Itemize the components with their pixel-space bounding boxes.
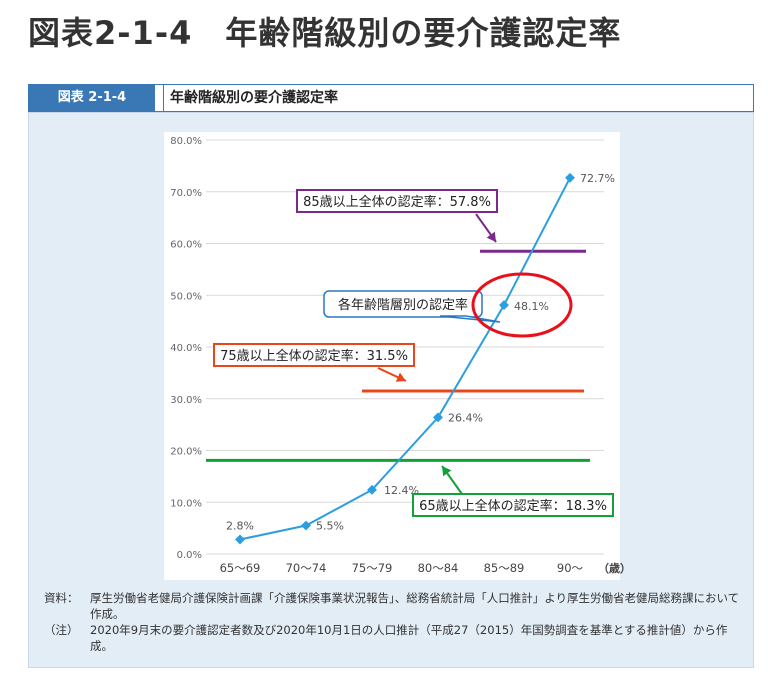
x-axis-unit: （歳） [598,561,631,575]
data-label-3: 26.4% [448,411,483,424]
series-line [239,177,571,541]
y-tick-label-1: 10.0% [170,498,202,509]
data-point-3 [433,412,443,423]
data-label-1: 5.5% [316,520,344,533]
y-tick-label-3: 30.0% [170,395,202,406]
y-tick-label-7: 70.0% [170,188,202,199]
y-tick-label-0: 0.0% [177,550,202,561]
note-remark-text: 2020年9月末の要介護認定者数及び2020年10月1日の人口推計（平成27（2… [90,623,728,653]
x-tick-label-5: 90～ [557,561,584,575]
data-label-4: 48.1% [514,300,549,313]
figure-header-title: 年齢階級別の要介護認定率 [163,85,338,111]
reference-75-box [213,343,415,367]
reference-75-label: 75歳以上全体の認定率：31.5% [220,348,408,364]
figure-number-tag: 図表 2-1-4 [29,85,155,111]
y-tick-label-5: 50.0% [170,291,202,302]
callout-label: 各年齢階層別の認定率 [338,297,468,313]
x-tick-label-1: 70～74 [286,561,327,575]
note-source-text: 厚生労働省老健局介護保険計画課「介護保険事業状況報告」、総務省統計局「人口推計」… [90,591,740,621]
highlight-circle [471,272,573,338]
reference-65-label: 65歳以上全体の認定率：18.3% [419,498,607,514]
data-point-2 [367,484,377,495]
reference-75-arrow-head [395,372,406,382]
callout-pointer [439,315,501,323]
note-remark-label: （注） [44,623,79,637]
x-tick-label-4: 85～89 [484,561,525,575]
x-tick-label-2: 75～79 [352,561,393,575]
reference-65-box [412,493,614,517]
data-point-5 [565,172,575,183]
data-point-1 [301,520,311,531]
figure-notes: 資料： 厚生労働省老健局介護保険計画課「介護保険事業状況報告」、総務省統計局「人… [44,590,744,654]
reference-65-arrow-head [442,466,452,477]
note-remark: （注） 2020年9月末の要介護認定者数及び2020年10月1日の人口推計（平成… [44,622,744,654]
figure-header: 図表 2-1-4 年齢階級別の要介護認定率 [28,84,754,112]
note-source: 資料： 厚生労働省老健局介護保険計画課「介護保険事業状況報告」、総務省統計局「人… [44,590,744,622]
data-label-2: 12.4% [384,484,419,497]
note-source-label: 資料： [44,591,79,605]
data-label-0: 2.8% [226,520,254,533]
reference-85-arrow-head [486,231,496,242]
callout-box [323,290,483,318]
page-title: 図表2-1-4 年齢階級別の要介護認定率 [28,14,622,52]
data-label-5: 72.7% [580,172,615,185]
data-point-4 [499,300,509,311]
y-tick-label-8: 80.0% [170,136,202,147]
x-tick-label-3: 80～84 [418,561,459,575]
y-tick-label-2: 20.0% [170,447,202,458]
y-tick-label-4: 40.0% [170,343,202,354]
y-tick-label-6: 60.0% [170,240,202,251]
reference-85-box [296,189,498,213]
data-point-0 [235,534,245,545]
reference-85-label: 85歳以上全体の認定率：57.8% [303,194,491,210]
x-tick-label-0: 65～69 [220,561,261,575]
